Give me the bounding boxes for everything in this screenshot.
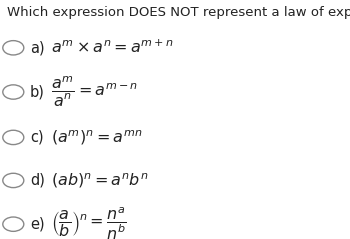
- Text: d): d): [30, 173, 45, 188]
- Text: e): e): [30, 217, 44, 232]
- Text: a): a): [30, 40, 44, 55]
- Text: $a^m \times a^n = a^{m+n}$: $a^m \times a^n = a^{m+n}$: [51, 39, 174, 56]
- Text: $(a^m)^n = a^{mn}$: $(a^m)^n = a^{mn}$: [51, 128, 142, 147]
- Text: Which expression DOES NOT represent a law of exponents?: Which expression DOES NOT represent a la…: [7, 6, 350, 19]
- Text: $\dfrac{a^m}{a^n} = a^{m-n}$: $\dfrac{a^m}{a^n} = a^{m-n}$: [51, 75, 138, 109]
- Text: c): c): [30, 130, 43, 145]
- Text: b): b): [30, 85, 45, 99]
- Text: $(ab)^n = a^n b^n$: $(ab)^n = a^n b^n$: [51, 171, 148, 190]
- Text: $\left(\dfrac{a}{b}\right)^n = \dfrac{n^a}{n^b}$: $\left(\dfrac{a}{b}\right)^n = \dfrac{n^…: [51, 206, 127, 239]
